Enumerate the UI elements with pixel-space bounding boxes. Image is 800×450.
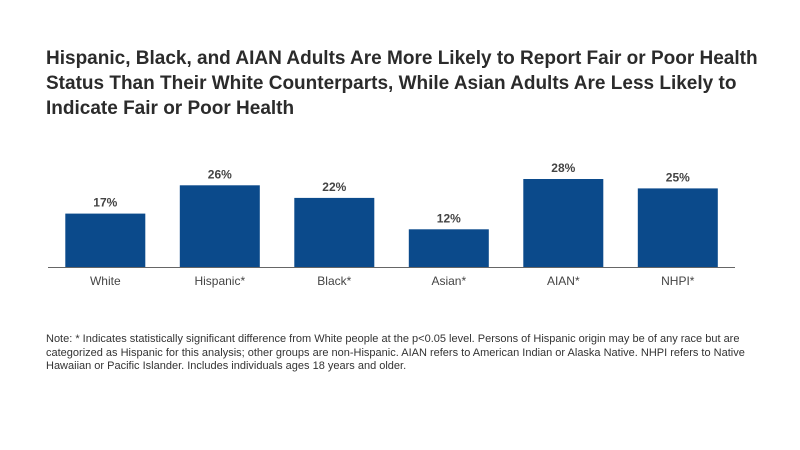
category-label-2: Black* — [317, 274, 351, 288]
category-label-0: White — [90, 274, 121, 288]
value-labels-group: 17% 26% 22% 12% 28% 25% — [93, 161, 690, 225]
bar-0 — [65, 213, 146, 267]
chart-note: Note: * Indicates statistically signific… — [46, 333, 745, 372]
bar-value-label-4: 28% — [551, 161, 575, 175]
bar-value-label-3: 12% — [437, 211, 461, 225]
category-labels-group: White Hispanic* Black* Asian* AIAN* NHPI* — [90, 274, 695, 288]
category-label-4: AIAN* — [547, 274, 580, 288]
bar-5 — [637, 188, 718, 267]
bar-1 — [179, 185, 260, 267]
bar-3 — [408, 229, 489, 267]
category-label-1: Hispanic* — [194, 274, 245, 288]
bar-value-label-0: 17% — [93, 196, 117, 210]
bars-group — [65, 179, 718, 267]
bar-2 — [294, 197, 375, 267]
category-label-3: Asian* — [431, 274, 466, 288]
bar-value-label-1: 26% — [208, 167, 232, 181]
chart-title: Hispanic, Black, and AIAN Adults Are Mor… — [46, 48, 758, 119]
bar-value-label-2: 22% — [322, 180, 346, 194]
category-label-5: NHPI* — [661, 274, 695, 288]
bar-4 — [523, 179, 604, 267]
bar-value-label-5: 25% — [666, 170, 690, 184]
